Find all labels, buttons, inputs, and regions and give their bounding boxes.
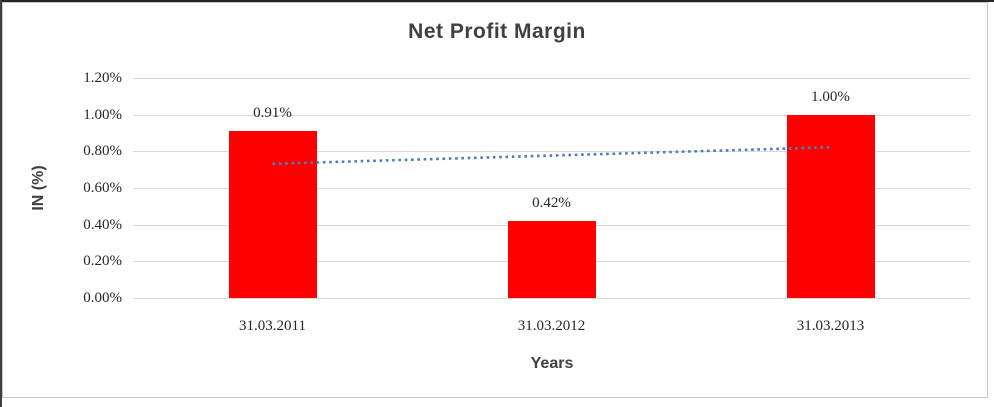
x-axis-title: Years: [530, 355, 574, 372]
y-tick-label: 1.20%: [83, 70, 122, 86]
y-tick-label: 0.60%: [83, 180, 122, 196]
y-tick-label: 1.00%: [83, 107, 122, 123]
gridline: [133, 78, 970, 79]
y-axis-title: IN (%): [30, 165, 47, 211]
bar-value-label: 1.00%: [811, 89, 850, 105]
bar: [228, 131, 317, 298]
gridline: [133, 298, 970, 299]
bar: [786, 115, 875, 298]
outer-border-left: [0, 0, 2, 407]
y-tick-label: 0.20%: [83, 253, 122, 269]
chart-title: Net Profit Margin: [408, 20, 586, 43]
y-tick-label: 0.40%: [83, 217, 122, 233]
x-tick-label: 31.03.2011: [239, 318, 306, 334]
gridline: [133, 115, 970, 116]
gridline: [133, 188, 970, 189]
outer-border-top: [0, 0, 994, 2]
bar-value-label: 0.42%: [532, 195, 571, 211]
y-tick-label: 0.00%: [83, 290, 122, 306]
bar-value-label: 0.91%: [253, 105, 292, 121]
y-tick-label: 0.80%: [83, 143, 122, 159]
x-tick-label: 31.03.2012: [517, 318, 586, 334]
chart-frame-border: [2, 2, 988, 398]
x-tick-label: 31.03.2013: [796, 318, 865, 334]
bar: [507, 221, 596, 298]
